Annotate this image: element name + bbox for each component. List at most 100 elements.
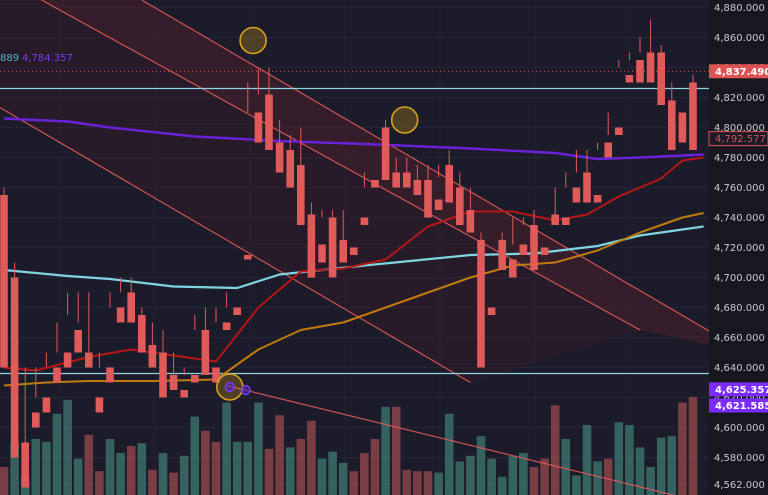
candle-body <box>275 142 284 173</box>
trendline <box>226 384 676 495</box>
volume-bar <box>508 455 518 495</box>
axis-background <box>709 0 768 495</box>
candle-body <box>254 112 263 143</box>
candle-body <box>530 225 538 270</box>
candle-body <box>32 412 40 428</box>
y-tick-label: 4,880.000 <box>714 3 765 14</box>
candle-body <box>265 94 273 150</box>
volume-bar <box>550 405 560 495</box>
volume-bar <box>328 451 337 495</box>
candle-body <box>689 82 697 150</box>
volume-bar <box>444 413 454 495</box>
price-label-box <box>709 64 768 79</box>
candle-body <box>339 240 347 263</box>
candle-body <box>657 52 665 105</box>
candle-body <box>74 330 82 353</box>
candle-body <box>424 180 432 218</box>
candle-body <box>403 172 411 188</box>
point-marker <box>224 381 235 393</box>
moving-averages <box>3 117 704 387</box>
candle-body <box>233 307 241 315</box>
volume-bar <box>572 475 581 495</box>
candle-body <box>456 187 464 225</box>
candle-body <box>572 187 581 203</box>
candle-body <box>21 442 29 488</box>
volume-bar <box>158 453 168 495</box>
candle-body <box>63 352 72 368</box>
y-tick-label: 4,680.000 <box>714 303 765 314</box>
candle-body <box>169 375 178 390</box>
trendline <box>0 106 471 384</box>
price-labels: 4,837.490 4,792.577 4,625.357 4,621.585 <box>708 64 768 413</box>
candle-body <box>286 150 294 188</box>
volume-bar <box>529 467 539 495</box>
moving-average-line <box>3 117 704 161</box>
candle-body <box>593 195 602 203</box>
volume-bar <box>678 402 687 495</box>
candle-body <box>138 315 146 353</box>
candle-body <box>371 180 379 188</box>
candle-body <box>222 322 231 330</box>
candle-body <box>487 307 496 315</box>
highlight-circle-marker <box>239 26 267 55</box>
candle-body <box>498 240 506 270</box>
price-label-text: 4,625.357 <box>715 385 768 396</box>
moving-average-line <box>3 212 704 387</box>
candle-body <box>392 172 400 188</box>
volume-bar <box>126 446 136 495</box>
y-tick-label: 4,800.000 <box>714 123 765 134</box>
volume-bar <box>84 434 94 495</box>
volume-bar <box>190 416 200 495</box>
candle-body <box>562 217 570 225</box>
candle-body <box>328 217 337 278</box>
indicator-value: 4,784.357 <box>22 53 73 64</box>
volume-bar <box>434 472 443 495</box>
trendline <box>141 0 709 332</box>
candle-body <box>477 240 485 368</box>
price-label-text: 4,837.490 <box>715 67 768 78</box>
volume-bar <box>169 472 178 495</box>
volume-bar <box>105 439 115 495</box>
volume-bar <box>52 413 62 495</box>
volume-bar <box>635 447 645 495</box>
candle-body <box>127 292 135 323</box>
highlight-circle-marker <box>390 106 419 134</box>
volume-bar <box>296 439 306 495</box>
volume-bar <box>222 402 231 495</box>
price-label-box <box>708 131 768 147</box>
candle-body <box>604 142 612 158</box>
y-tick-label: 4,640.000 <box>714 363 765 374</box>
volume-bar <box>116 453 125 495</box>
volume-bar <box>317 458 327 495</box>
indicator-prefix: 889 <box>0 53 19 64</box>
volume-bar <box>349 471 359 495</box>
volume-bar <box>148 469 157 495</box>
candle-body <box>0 195 8 368</box>
price-label-box <box>709 382 768 397</box>
candle-body <box>244 255 252 260</box>
candle-body <box>519 244 528 255</box>
indicator-label: 889 4,784.357 <box>0 53 73 64</box>
volume-bar <box>391 406 401 495</box>
candle-body <box>148 345 157 368</box>
volume-bar <box>42 441 51 495</box>
candle-body <box>636 60 644 83</box>
candle-body <box>434 199 443 210</box>
markers[interactable] <box>215 26 419 401</box>
volume-bar <box>413 471 422 495</box>
price-label-text: 4,792.577 <box>715 134 766 145</box>
volume-bar <box>381 406 390 495</box>
volume-bar <box>179 455 189 495</box>
candle-body <box>180 390 188 398</box>
candle-body <box>540 247 549 255</box>
volume-bar <box>137 443 147 495</box>
candle-body <box>360 217 369 225</box>
candle-body <box>42 397 51 413</box>
volume-bar <box>688 397 698 495</box>
horizontal-levels[interactable] <box>0 70 709 375</box>
volume-bar <box>540 458 549 495</box>
candle-body <box>583 172 591 203</box>
volume-bar <box>95 471 104 495</box>
volume-bar <box>10 441 19 495</box>
